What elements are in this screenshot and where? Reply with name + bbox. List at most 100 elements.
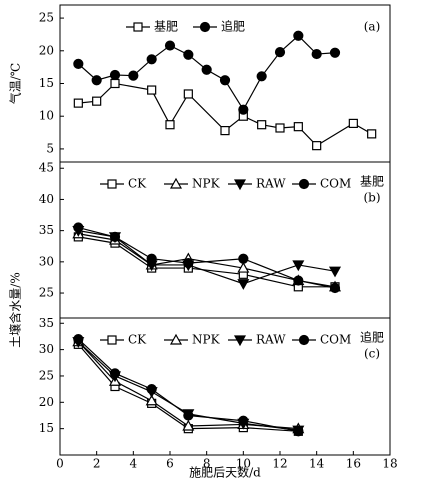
marker <box>73 98 83 108</box>
legend-label: RAW <box>256 333 286 347</box>
marker <box>183 89 193 99</box>
x-tick-label: 0 <box>56 457 64 471</box>
y-tick-label: 25 <box>39 11 54 25</box>
marker <box>348 118 358 129</box>
panel-label: (a) <box>364 20 381 34</box>
marker <box>237 261 250 273</box>
legend-marker <box>107 335 117 345</box>
marker <box>312 141 322 151</box>
marker <box>164 40 176 51</box>
y-tick-label: 25 <box>39 368 54 382</box>
panel-note: 基肥 <box>360 175 384 189</box>
y-tick-label: 5 <box>46 141 54 155</box>
marker <box>311 48 322 60</box>
marker <box>219 75 231 86</box>
marker <box>274 46 286 58</box>
marker <box>182 419 195 431</box>
y-tick-label: 25 <box>39 286 54 300</box>
marker <box>293 30 304 41</box>
legend-marker <box>133 22 143 32</box>
y-tick-label: 15 <box>39 421 54 435</box>
marker <box>237 279 250 290</box>
y-axis-title: 气温/℃ <box>8 63 23 104</box>
legend-label: COM <box>320 333 351 347</box>
marker <box>73 58 84 69</box>
x-tick-label: 4 <box>130 457 138 471</box>
marker <box>146 384 157 395</box>
marker <box>110 78 120 89</box>
x-tick-label: 2 <box>93 457 101 471</box>
y-tick-label: 45 <box>39 161 54 175</box>
marker <box>329 47 341 58</box>
marker <box>146 253 157 264</box>
marker <box>145 394 158 406</box>
marker <box>201 64 212 75</box>
x-tick-label: 8 <box>203 457 211 471</box>
marker <box>92 96 102 106</box>
y-axis-title: 土壤含水量/% <box>8 272 23 347</box>
y-tick-label: 35 <box>39 316 54 330</box>
x-tick-label: 10 <box>236 457 251 471</box>
marker <box>165 120 175 130</box>
legend-marker <box>233 179 247 191</box>
series-line <box>77 343 299 432</box>
marker <box>238 104 249 115</box>
legend-label: 基肥 <box>154 20 178 34</box>
marker <box>109 69 121 81</box>
legend-marker <box>169 177 183 189</box>
y-tick-label: 10 <box>39 109 54 123</box>
marker <box>109 368 121 379</box>
marker <box>293 122 303 132</box>
legend-marker <box>107 179 117 189</box>
marker <box>257 120 267 130</box>
legend-marker <box>169 333 183 345</box>
marker <box>367 129 377 139</box>
marker <box>256 71 267 82</box>
panel-note: 追肥 <box>360 330 384 345</box>
x-tick-label: 18 <box>382 457 397 471</box>
x-tick-label: 14 <box>309 457 325 471</box>
marker <box>329 282 341 294</box>
panel-label: (b) <box>363 191 380 205</box>
y-tick-label: 30 <box>39 254 54 268</box>
series-line <box>78 82 372 147</box>
marker <box>328 266 342 278</box>
marker <box>183 49 194 60</box>
marker <box>73 333 84 345</box>
marker <box>128 70 139 81</box>
x-tick-label: 16 <box>346 457 361 471</box>
marker <box>293 275 304 286</box>
marker <box>183 257 194 269</box>
marker <box>292 260 305 272</box>
y-tick-label: 30 <box>39 342 54 356</box>
x-axis-title: 施肥后天数/d <box>189 465 261 479</box>
legend-label: NPK <box>192 177 221 191</box>
marker <box>91 75 102 86</box>
marker <box>147 85 157 95</box>
legend-marker <box>199 21 211 33</box>
marker <box>146 54 157 65</box>
x-tick-label: 12 <box>272 457 287 471</box>
y-tick-label: 40 <box>39 192 54 206</box>
y-tick-label: 20 <box>39 395 54 409</box>
marker <box>275 123 285 133</box>
y-tick-label: 35 <box>39 223 54 237</box>
legend-label: CK <box>128 177 147 191</box>
marker <box>293 426 304 437</box>
legend-label: COM <box>320 177 351 191</box>
marker <box>109 231 121 242</box>
legend-label: CK <box>128 333 147 347</box>
legend-label: NPK <box>192 333 221 347</box>
series-line <box>77 341 299 430</box>
y-tick-label: 20 <box>39 43 54 57</box>
plot-frame <box>59 317 391 456</box>
marker <box>183 410 194 421</box>
panel-label: (c) <box>364 347 380 361</box>
marker <box>238 253 249 264</box>
legend-marker <box>298 178 310 190</box>
x-tick-label: 6 <box>166 457 174 471</box>
marker <box>220 125 230 136</box>
series-line <box>77 338 299 432</box>
marker <box>73 222 84 233</box>
